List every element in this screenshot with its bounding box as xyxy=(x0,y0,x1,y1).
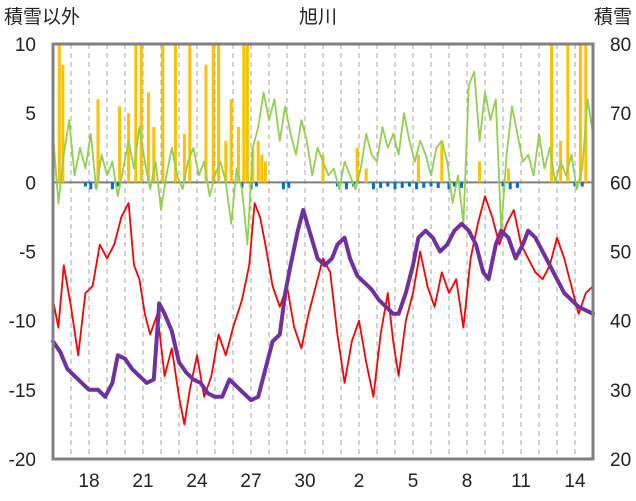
y-axis-label-right: 積雪 xyxy=(594,6,632,28)
precipitation-bar xyxy=(224,140,228,183)
precipitation-bar xyxy=(217,44,221,183)
x-tick: 30 xyxy=(294,471,315,492)
plot-frame xyxy=(51,42,595,461)
precipitation-bar xyxy=(116,182,120,187)
series-lines xyxy=(51,70,595,426)
x-tick: 24 xyxy=(186,471,208,492)
precipitation-bar xyxy=(260,154,264,183)
precipitation-bar xyxy=(422,182,426,188)
precipitation-bar xyxy=(573,182,577,187)
x-tick: 14 xyxy=(564,471,586,492)
precipitation-bar xyxy=(134,44,138,183)
precipitation-bar xyxy=(355,147,359,183)
x-tick: 8 xyxy=(462,471,473,492)
precipitation-bar xyxy=(256,140,260,183)
precipitation-bar xyxy=(83,182,87,187)
precipitation-bar xyxy=(146,92,150,183)
precipitation-bar xyxy=(188,44,192,183)
y-axis-label-left: 積雪以外 xyxy=(4,6,80,28)
precipitation-bar xyxy=(211,44,215,183)
y-tick-left: 10 xyxy=(15,35,36,56)
precipitation-bar xyxy=(281,182,285,190)
precipitation-bar xyxy=(263,161,267,183)
precipitation-bar xyxy=(344,182,348,190)
precipitation-bar xyxy=(386,182,390,187)
y-tick-right: 20 xyxy=(610,450,631,471)
precipitation-bar xyxy=(460,182,464,188)
precipitation-bar xyxy=(364,168,368,183)
snow-depth-line xyxy=(51,208,595,403)
precipitation-bar xyxy=(61,64,65,183)
precipitation-bar xyxy=(566,44,570,183)
precipitation-bar xyxy=(436,182,440,188)
precipitation-bar xyxy=(371,182,375,190)
x-tick: 27 xyxy=(240,471,261,492)
y-tick-right: 40 xyxy=(610,312,631,333)
precipitation-bar xyxy=(550,44,554,183)
x-tick: 18 xyxy=(78,471,99,492)
precipitation-bar xyxy=(415,182,419,190)
precipitation-bar xyxy=(515,182,519,188)
y-tick-right: 60 xyxy=(610,173,631,194)
precipitation-bar xyxy=(508,182,512,190)
precipitation-bar xyxy=(161,44,165,183)
precipitation-bar xyxy=(118,106,122,183)
wind-line xyxy=(52,70,594,246)
precipitation-bar xyxy=(242,44,246,183)
precipitation-bar xyxy=(57,44,61,183)
precipitation-bar xyxy=(204,64,208,183)
precipitation-bar xyxy=(245,44,249,183)
precipitation-bar xyxy=(229,99,233,183)
precipitation-bar xyxy=(182,133,186,183)
precipitation-bar xyxy=(416,154,420,183)
precipitation-bar xyxy=(400,182,404,188)
precipitation-bar xyxy=(393,182,397,190)
y-tick-right: 30 xyxy=(610,381,631,402)
precipitation-bar xyxy=(139,44,143,183)
x-tick: 5 xyxy=(408,471,419,492)
precipitation-bar xyxy=(89,182,93,190)
precipitation-bar xyxy=(240,182,244,188)
x-tick: 2 xyxy=(354,471,365,492)
precipitation-bar xyxy=(478,161,482,183)
precipitation-bar xyxy=(254,182,258,187)
precipitation-bar xyxy=(110,182,114,190)
precipitation-bar xyxy=(251,147,255,183)
precipitation-bar xyxy=(452,182,456,187)
precipitation-bar xyxy=(127,113,131,183)
precipitation-bar xyxy=(236,127,240,183)
precipitation-bar xyxy=(501,182,505,187)
precipitation-bar xyxy=(447,182,451,190)
y-tick-left: 0 xyxy=(25,173,36,194)
precipitation-bar xyxy=(321,154,325,183)
y-tick-left: 5 xyxy=(25,104,36,125)
precipitation-bar xyxy=(578,44,582,183)
precipitation-bar xyxy=(173,44,177,183)
y-tick-right: 80 xyxy=(610,35,631,56)
temperature-line xyxy=(52,195,594,426)
precipitation-bar xyxy=(287,182,291,188)
y-tick-right: 50 xyxy=(610,243,631,264)
gridlines xyxy=(70,44,576,459)
y-tick-left: -15 xyxy=(9,381,36,402)
chart-title: 旭川 xyxy=(299,6,337,28)
y-tick-left: -10 xyxy=(9,312,36,333)
y-tick-left: -20 xyxy=(9,450,36,471)
x-tick: 21 xyxy=(132,471,153,492)
y-tick-left: -5 xyxy=(19,243,36,264)
precipitation-bar xyxy=(429,182,433,187)
precipitation-bar xyxy=(506,168,510,183)
precipitation-bar xyxy=(407,182,411,187)
precipitation-bar xyxy=(152,127,156,183)
y-tick-right: 70 xyxy=(610,104,631,125)
precipitation-bar xyxy=(96,99,100,183)
precipitation-bar xyxy=(440,140,444,183)
precipitation-bar xyxy=(379,182,383,188)
x-tick: 11 xyxy=(511,471,531,492)
precipitation-bar xyxy=(580,182,584,187)
